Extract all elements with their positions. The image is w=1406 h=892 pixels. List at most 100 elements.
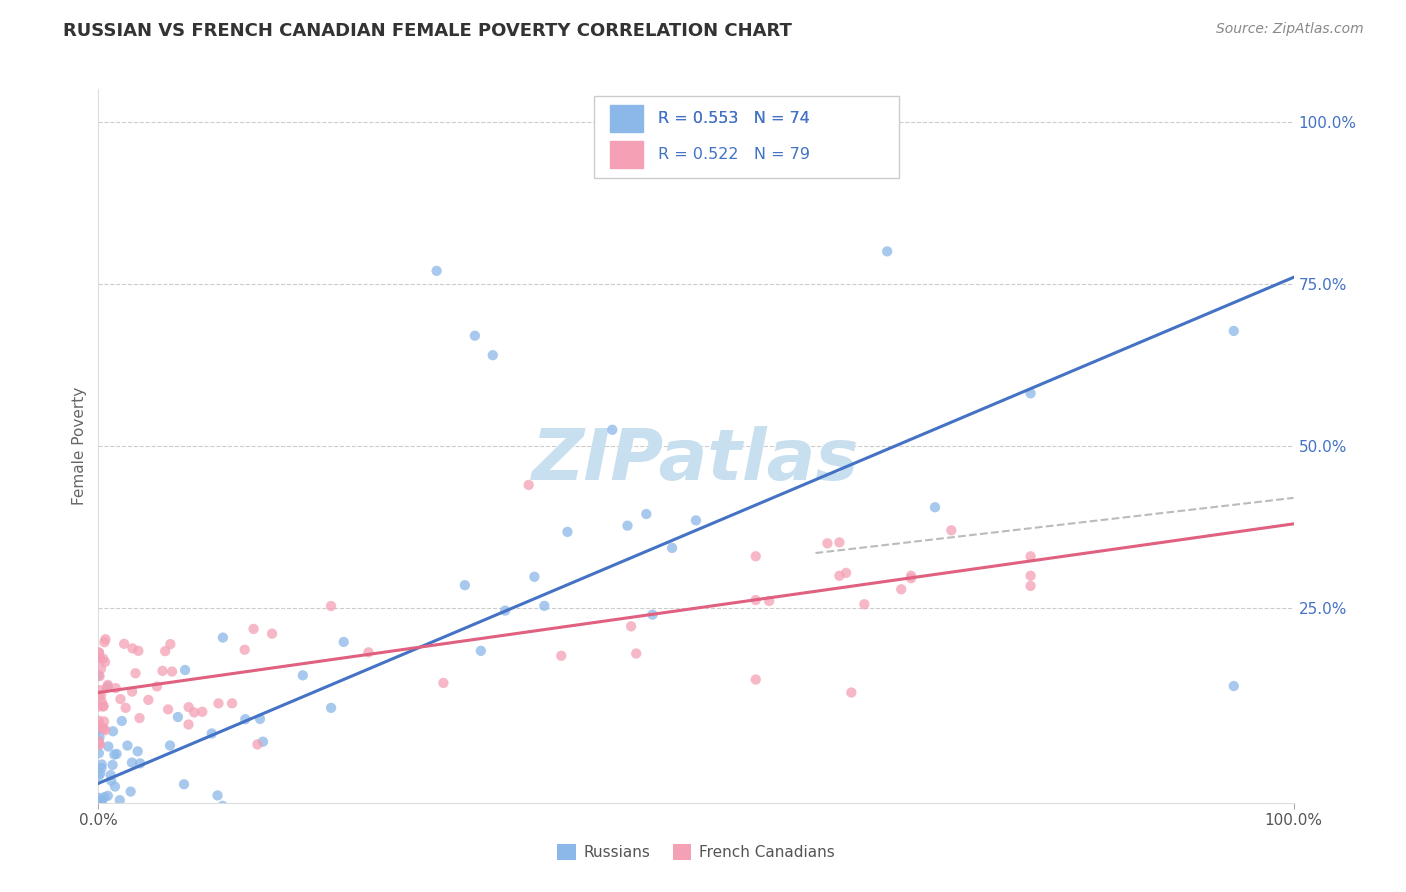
Point	[661, 541, 683, 555]
Point	[90, 761, 112, 775]
Point	[1019, 386, 1042, 401]
Point	[122, 815, 145, 830]
Point	[523, 570, 546, 584]
Point	[128, 711, 150, 725]
Point	[89, 805, 111, 820]
Point	[153, 644, 176, 658]
Point	[183, 706, 205, 720]
Legend: Russians, French Canadians: Russians, French Canadians	[551, 838, 841, 866]
Point	[121, 641, 143, 656]
Point	[685, 513, 707, 527]
Text: Source: ZipAtlas.com: Source: ZipAtlas.com	[1216, 22, 1364, 37]
Point	[319, 599, 342, 613]
Point	[138, 693, 160, 707]
Point	[89, 651, 111, 665]
Point	[87, 646, 110, 660]
Point	[941, 524, 963, 538]
Point	[104, 681, 127, 695]
Y-axis label: Female Poverty: Female Poverty	[72, 387, 87, 505]
Point	[815, 536, 838, 550]
Text: RUSSIAN VS FRENCH CANADIAN FEMALE POVERTY CORRELATION CHART: RUSSIAN VS FRENCH CANADIAN FEMALE POVERT…	[63, 22, 792, 40]
Point	[103, 747, 125, 762]
Point	[105, 747, 128, 761]
Point	[100, 768, 122, 782]
Point	[89, 730, 111, 744]
Point	[90, 695, 112, 709]
Point	[112, 815, 135, 830]
Point	[876, 244, 898, 259]
Point	[1223, 324, 1246, 338]
Point	[616, 518, 638, 533]
Text: R = 0.522   N = 79: R = 0.522 N = 79	[658, 146, 810, 161]
Point	[494, 604, 516, 618]
Point	[159, 637, 181, 651]
Text: ZIPatlas: ZIPatlas	[533, 425, 859, 495]
Point	[120, 784, 142, 798]
Point	[110, 692, 132, 706]
Point	[122, 814, 145, 828]
Point	[470, 644, 492, 658]
Point	[101, 758, 124, 772]
Point	[97, 739, 120, 754]
Point	[602, 423, 624, 437]
Point	[745, 549, 768, 564]
Point	[745, 593, 768, 607]
Point	[233, 712, 256, 726]
Point	[924, 500, 946, 515]
Point	[90, 688, 112, 702]
Point	[900, 571, 922, 585]
Point	[87, 736, 110, 750]
Point	[89, 669, 111, 683]
Bar	[610, 105, 644, 132]
Point	[853, 597, 876, 611]
Point	[636, 507, 658, 521]
Point	[87, 690, 110, 704]
Point	[127, 644, 149, 658]
Point	[150, 815, 173, 830]
Point	[96, 681, 118, 695]
Point	[93, 635, 115, 649]
Text: R = 0.553   N = 74: R = 0.553 N = 74	[658, 111, 810, 126]
Point	[828, 535, 851, 549]
Point	[332, 635, 354, 649]
Point	[90, 662, 112, 676]
Point	[94, 655, 117, 669]
Point	[174, 663, 197, 677]
Point	[211, 798, 233, 813]
Point	[97, 815, 120, 830]
Point	[432, 676, 454, 690]
Point	[97, 789, 120, 803]
Point	[121, 756, 143, 770]
Point	[111, 714, 134, 728]
Point	[93, 790, 115, 805]
Point	[481, 348, 505, 362]
Point	[246, 738, 269, 752]
Point	[127, 744, 149, 758]
Point	[91, 798, 114, 813]
Point	[319, 701, 342, 715]
Point	[841, 685, 863, 699]
Point	[94, 723, 117, 738]
Point	[87, 699, 110, 714]
Point	[87, 746, 110, 760]
Point	[1019, 549, 1042, 564]
Point	[252, 734, 274, 748]
Point	[90, 757, 112, 772]
Point	[87, 815, 110, 830]
Point	[426, 264, 449, 278]
Point	[890, 582, 912, 597]
Point	[91, 721, 114, 735]
Point	[87, 791, 110, 805]
Point	[91, 651, 114, 665]
Point	[87, 717, 110, 731]
Point	[91, 699, 114, 714]
Point	[112, 637, 135, 651]
Bar	[610, 141, 644, 168]
Point	[117, 803, 139, 817]
Point	[249, 712, 271, 726]
Point	[557, 524, 579, 539]
Point	[121, 684, 143, 698]
Point	[177, 700, 200, 714]
Point	[93, 722, 115, 736]
Point	[533, 599, 555, 613]
